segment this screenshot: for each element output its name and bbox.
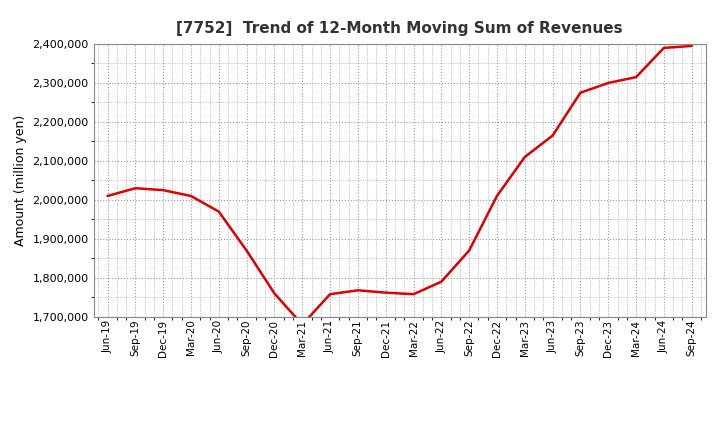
Y-axis label: Amount (million yen): Amount (million yen) [14,115,27,246]
Title: [7752]  Trend of 12-Month Moving Sum of Revenues: [7752] Trend of 12-Month Moving Sum of R… [176,21,623,36]
